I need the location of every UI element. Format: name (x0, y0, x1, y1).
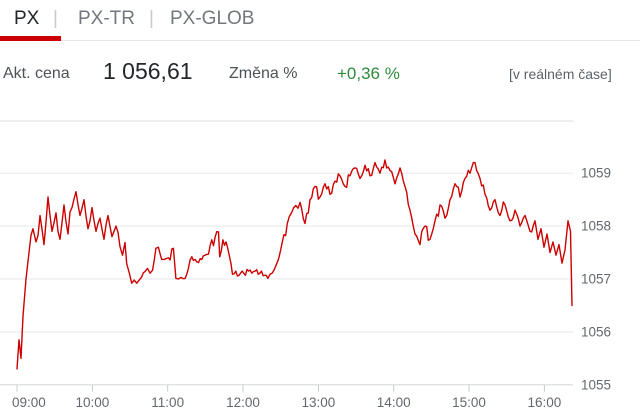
svg-text:16:00: 16:00 (528, 395, 562, 410)
svg-text:13:00: 13:00 (302, 395, 336, 410)
svg-text:14:00: 14:00 (377, 395, 411, 410)
svg-text:11:00: 11:00 (151, 395, 184, 410)
svg-text:1057: 1057 (581, 272, 611, 287)
svg-text:12:00: 12:00 (226, 395, 260, 410)
svg-text:1056: 1056 (581, 324, 611, 339)
svg-text:15:00: 15:00 (452, 395, 486, 410)
svg-text:09:00: 09:00 (12, 395, 46, 410)
svg-text:1059: 1059 (581, 166, 611, 181)
svg-text:1055: 1055 (581, 377, 611, 392)
svg-text:1058: 1058 (581, 219, 611, 234)
svg-text:10:00: 10:00 (76, 395, 110, 410)
